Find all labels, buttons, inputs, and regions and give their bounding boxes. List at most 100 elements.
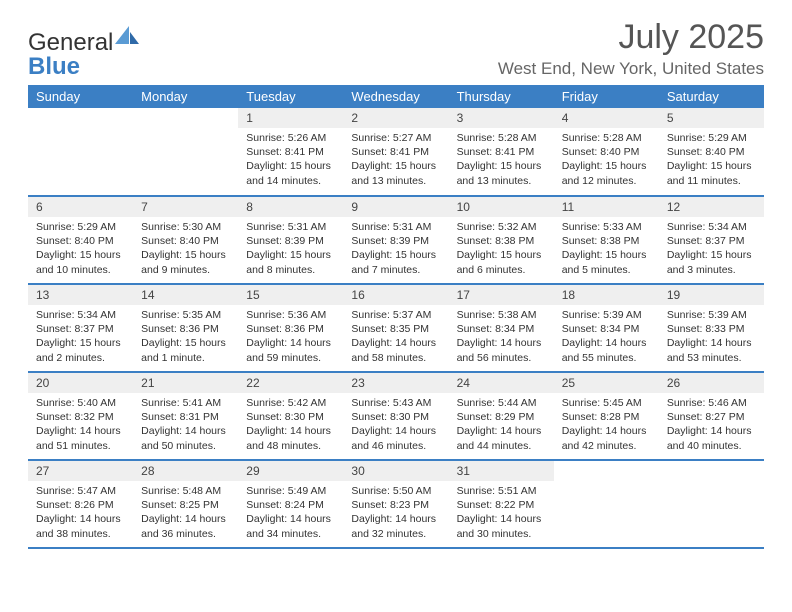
sunrise-text: Sunrise: 5:29 AM xyxy=(36,220,125,234)
sunrise-text: Sunrise: 5:31 AM xyxy=(246,220,335,234)
sunset-text: Sunset: 8:34 PM xyxy=(562,322,651,336)
sunrise-text: Sunrise: 5:36 AM xyxy=(246,308,335,322)
calendar-week-row: 1Sunrise: 5:26 AMSunset: 8:41 PMDaylight… xyxy=(28,108,764,196)
day-number: 12 xyxy=(659,197,764,217)
sunset-text: Sunset: 8:27 PM xyxy=(667,410,756,424)
sunset-text: Sunset: 8:40 PM xyxy=(562,145,651,159)
sunrise-text: Sunrise: 5:41 AM xyxy=(141,396,230,410)
day-content: Sunrise: 5:48 AMSunset: 8:25 PMDaylight:… xyxy=(133,481,238,547)
daylight-text: Daylight: 14 hours xyxy=(246,336,335,350)
daylight-text: Daylight: 15 hours xyxy=(36,336,125,350)
sunrise-text: Sunrise: 5:34 AM xyxy=(667,220,756,234)
day-content: Sunrise: 5:38 AMSunset: 8:34 PMDaylight:… xyxy=(449,305,554,371)
calendar-day-cell: 22Sunrise: 5:42 AMSunset: 8:30 PMDayligh… xyxy=(238,372,343,460)
day-number: 14 xyxy=(133,285,238,305)
day-number: 13 xyxy=(28,285,133,305)
day-content: Sunrise: 5:26 AMSunset: 8:41 PMDaylight:… xyxy=(238,128,343,194)
daylight-text-2: and 59 minutes. xyxy=(246,351,335,365)
calendar-day-cell: 26Sunrise: 5:46 AMSunset: 8:27 PMDayligh… xyxy=(659,372,764,460)
sunset-text: Sunset: 8:31 PM xyxy=(141,410,230,424)
day-content: Sunrise: 5:37 AMSunset: 8:35 PMDaylight:… xyxy=(343,305,448,371)
day-number: 5 xyxy=(659,108,764,128)
weekday-header: Tuesday xyxy=(238,85,343,108)
sunrise-text: Sunrise: 5:44 AM xyxy=(457,396,546,410)
sunset-text: Sunset: 8:28 PM xyxy=(562,410,651,424)
calendar-day-cell: 9Sunrise: 5:31 AMSunset: 8:39 PMDaylight… xyxy=(343,196,448,284)
calendar-day-cell: 13 Sunrise: 5:34 AMSunset: 8:37 PMDayligh… xyxy=(28,284,133,372)
sunset-text: Sunset: 8:38 PM xyxy=(562,234,651,248)
calendar-day-cell: 1Sunrise: 5:26 AMSunset: 8:41 PMDaylight… xyxy=(238,108,343,196)
day-number: 16 xyxy=(343,285,448,305)
sunrise-text: Sunrise: 5:39 AM xyxy=(667,308,756,322)
calendar-day-cell: 11Sunrise: 5:33 AMSunset: 8:38 PMDayligh… xyxy=(554,196,659,284)
daylight-text-2: and 8 minutes. xyxy=(246,263,335,277)
calendar-day-cell: 21Sunrise: 5:41 AMSunset: 8:31 PMDayligh… xyxy=(133,372,238,460)
daylight-text-2: and 34 minutes. xyxy=(246,527,335,541)
sunset-text: Sunset: 8:39 PM xyxy=(246,234,335,248)
day-content: Sunrise: 5:30 AMSunset: 8:40 PMDaylight:… xyxy=(133,217,238,283)
sunset-text: Sunset: 8:41 PM xyxy=(351,145,440,159)
day-content: Sunrise: 5:41 AMSunset: 8:31 PMDaylight:… xyxy=(133,393,238,459)
sunset-text: Sunset: 8:33 PM xyxy=(667,322,756,336)
day-number: 17 xyxy=(449,285,554,305)
daylight-text: Daylight: 14 hours xyxy=(562,424,651,438)
calendar-week-row: 6Sunrise: 5:29 AMSunset: 8:40 PMDaylight… xyxy=(28,196,764,284)
day-number: 24 xyxy=(449,373,554,393)
day-content: Sunrise: 5:29 AMSunset: 8:40 PMDaylight:… xyxy=(659,128,764,194)
sunrise-text: Sunrise: 5:46 AM xyxy=(667,396,756,410)
sunset-text: Sunset: 8:40 PM xyxy=(36,234,125,248)
sunrise-text: Sunrise: 5:50 AM xyxy=(351,484,440,498)
sunrise-text: Sunrise: 5:49 AM xyxy=(246,484,335,498)
day-content: Sunrise: 5:39 AMSunset: 8:33 PMDaylight:… xyxy=(659,305,764,371)
daylight-text-2: and 32 minutes. xyxy=(351,527,440,541)
calendar-day-cell: 18Sunrise: 5:39 AMSunset: 8:34 PMDayligh… xyxy=(554,284,659,372)
calendar-day-cell xyxy=(28,108,133,196)
day-content: Sunrise: 5:34 AMSunset: 8:37 PMDaylight:… xyxy=(659,217,764,283)
sunrise-text: Sunrise: 5:27 AM xyxy=(351,131,440,145)
day-content: Sunrise: 5:36 AMSunset: 8:36 PMDaylight:… xyxy=(238,305,343,371)
day-number: 1 xyxy=(238,108,343,128)
month-title: July 2025 xyxy=(498,18,764,57)
sunset-text: Sunset: 8:39 PM xyxy=(351,234,440,248)
day-content: Sunrise: 5:28 AMSunset: 8:41 PMDaylight:… xyxy=(449,128,554,194)
day-number: 26 xyxy=(659,373,764,393)
daylight-text: Daylight: 14 hours xyxy=(36,424,125,438)
daylight-text: Daylight: 14 hours xyxy=(351,512,440,526)
daylight-text-2: and 42 minutes. xyxy=(562,439,651,453)
logo: General Blue xyxy=(28,18,139,79)
header: General Blue July 2025 West End, New Yor… xyxy=(28,18,764,79)
day-content: Sunrise: 5:43 AMSunset: 8:30 PMDaylight:… xyxy=(343,393,448,459)
daylight-text: Daylight: 15 hours xyxy=(457,159,546,173)
daylight-text: Daylight: 15 hours xyxy=(457,248,546,262)
sunrise-text: Sunrise: 5:34 AM xyxy=(36,308,125,322)
day-content: Sunrise: 5:47 AMSunset: 8:26 PMDaylight:… xyxy=(28,481,133,547)
calendar-week-row: 20Sunrise: 5:40 AMSunset: 8:32 PMDayligh… xyxy=(28,372,764,460)
day-content: Sunrise: 5:40 AMSunset: 8:32 PMDaylight:… xyxy=(28,393,133,459)
daylight-text: Daylight: 15 hours xyxy=(562,248,651,262)
daylight-text-2: and 40 minutes. xyxy=(667,439,756,453)
daylight-text-2: and 7 minutes. xyxy=(351,263,440,277)
daylight-text-2: and 10 minutes. xyxy=(36,263,125,277)
sunset-text: Sunset: 8:22 PM xyxy=(457,498,546,512)
sunrise-text: Sunrise: 5:39 AM xyxy=(562,308,651,322)
sunrise-text: Sunrise: 5:51 AM xyxy=(457,484,546,498)
sunrise-text: Sunrise: 5:32 AM xyxy=(457,220,546,234)
day-number: 31 xyxy=(449,461,554,481)
sunrise-text: Sunrise: 5:28 AM xyxy=(457,131,546,145)
sunset-text: Sunset: 8:32 PM xyxy=(36,410,125,424)
calendar-day-cell: 16Sunrise: 5:37 AMSunset: 8:35 PMDayligh… xyxy=(343,284,448,372)
title-block: July 2025 West End, New York, United Sta… xyxy=(498,18,764,79)
daylight-text-2: and 3 minutes. xyxy=(667,263,756,277)
calendar-body: 1Sunrise: 5:26 AMSunset: 8:41 PMDaylight… xyxy=(28,108,764,548)
weekday-header-row: Sunday Monday Tuesday Wednesday Thursday… xyxy=(28,85,764,108)
daylight-text-2: and 12 minutes. xyxy=(562,174,651,188)
weekday-header: Monday xyxy=(133,85,238,108)
location-text: West End, New York, United States xyxy=(498,59,764,79)
sunset-text: Sunset: 8:37 PM xyxy=(36,322,125,336)
calendar-day-cell: 12Sunrise: 5:34 AMSunset: 8:37 PMDayligh… xyxy=(659,196,764,284)
daylight-text: Daylight: 15 hours xyxy=(562,159,651,173)
daylight-text-2: and 38 minutes. xyxy=(36,527,125,541)
daylight-text: Daylight: 15 hours xyxy=(141,248,230,262)
calendar-day-cell: 8Sunrise: 5:31 AMSunset: 8:39 PMDaylight… xyxy=(238,196,343,284)
sunrise-text: Sunrise: 5:28 AM xyxy=(562,131,651,145)
